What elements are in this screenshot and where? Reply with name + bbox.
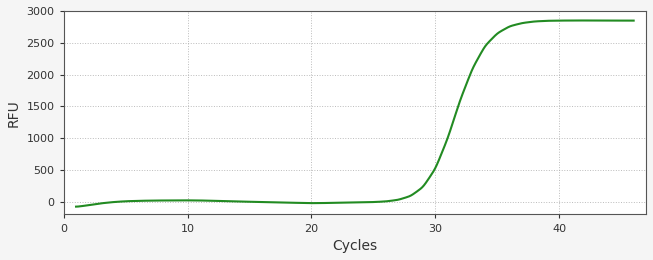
Y-axis label: RFU: RFU [7, 99, 21, 127]
X-axis label: Cycles: Cycles [332, 239, 377, 253]
